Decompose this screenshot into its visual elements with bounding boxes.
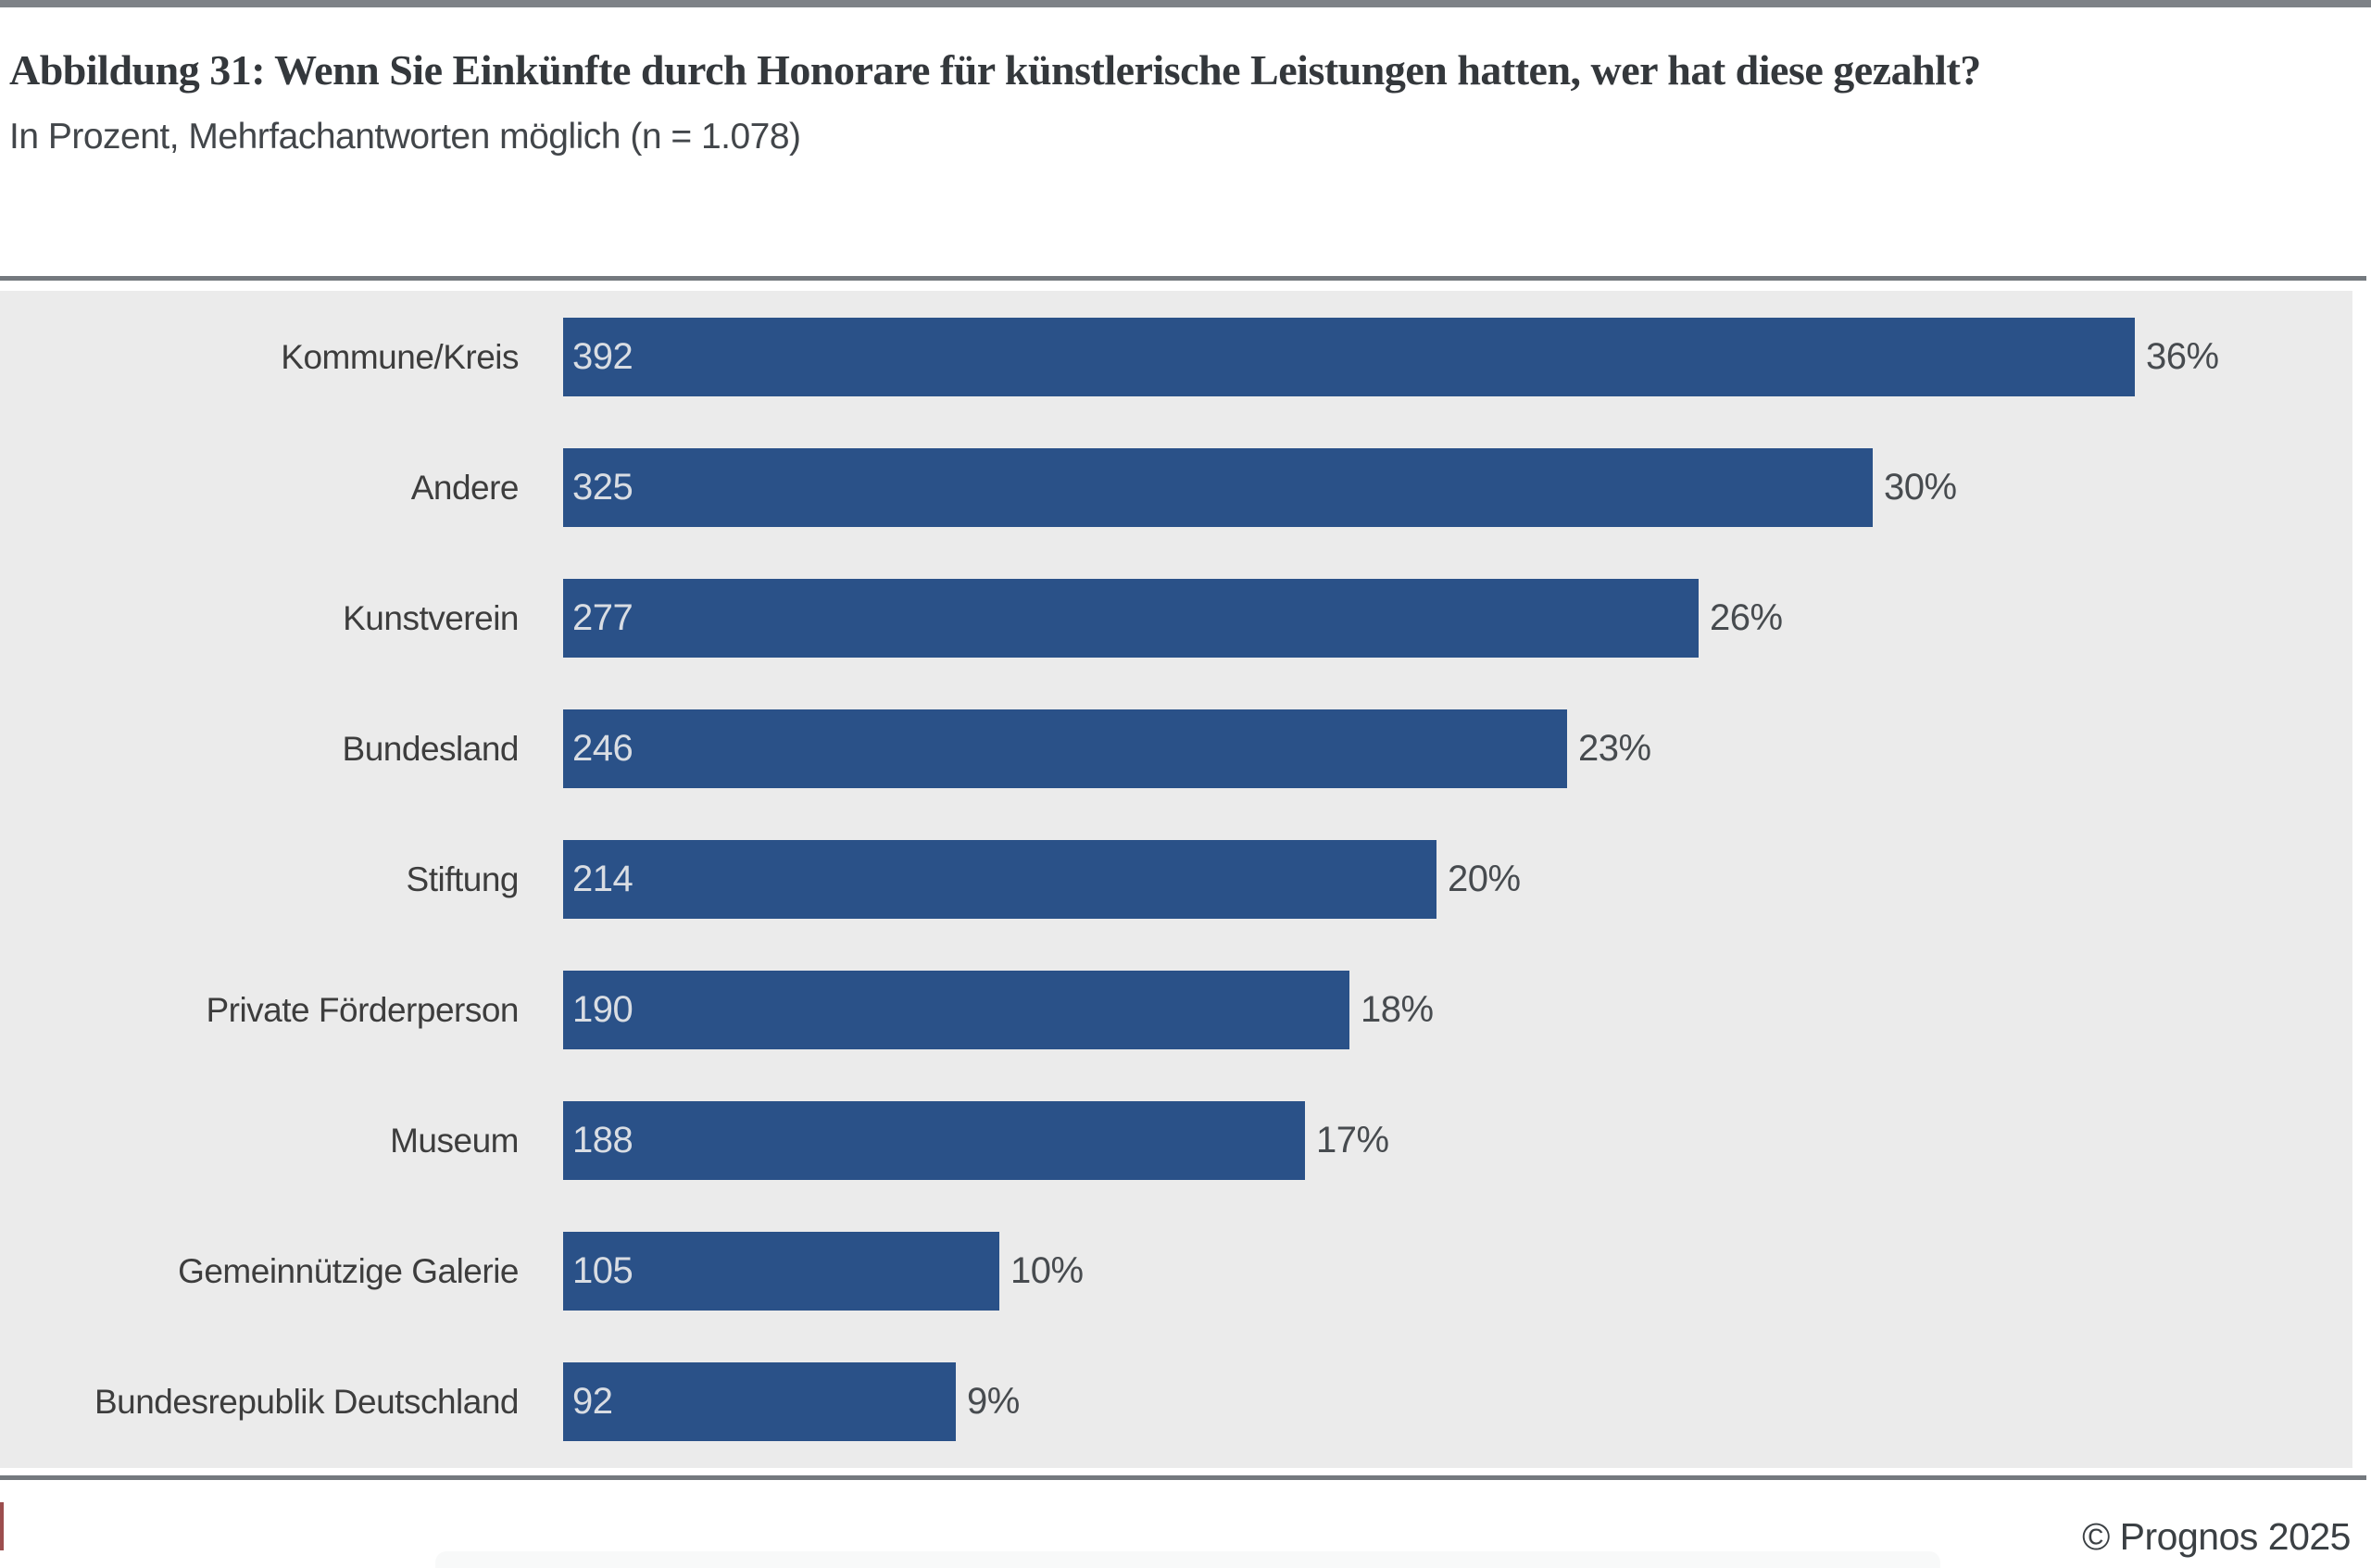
header-divider-rule xyxy=(0,276,2366,281)
top-border-rule xyxy=(0,0,2371,7)
bar-percent-label: 23% xyxy=(1578,728,1651,769)
category-label: Kommune/Kreis xyxy=(281,337,519,376)
category-label: Museum xyxy=(390,1121,519,1160)
bar-percent-label: 17% xyxy=(1316,1120,1389,1160)
category-label: Stiftung xyxy=(406,859,520,898)
bar-count-label: 392 xyxy=(572,336,634,377)
bar-percent-label: 10% xyxy=(1010,1250,1084,1291)
bar-track: 246 23% xyxy=(563,709,2352,788)
bar: 392 xyxy=(563,318,2135,396)
bar-count-label: 190 xyxy=(572,989,634,1030)
bar-count-label: 325 xyxy=(572,467,634,508)
bar: 92 xyxy=(563,1362,956,1441)
category-label: Bundesrepublik Deutschland xyxy=(94,1382,520,1421)
bar-count-label: 188 xyxy=(572,1120,634,1160)
bar-percent-label: 30% xyxy=(1884,467,1957,508)
bar-track: 214 20% xyxy=(563,840,2352,919)
bar: 325 xyxy=(563,448,1873,527)
category-label: Andere xyxy=(410,468,520,507)
bar-row: Andere 325 30% xyxy=(0,422,2352,553)
horizontal-bar-chart: Kommune/Kreis 392 36% Andere 325 30% Kunstvere… xyxy=(0,291,2352,1468)
figure-header: Abbildung 31: Wenn Sie Einkünfte durch H… xyxy=(9,37,2329,157)
bar-row: Museum 188 17% xyxy=(0,1075,2352,1206)
bar-track: 392 36% xyxy=(563,318,2352,396)
bar-count-label: 105 xyxy=(572,1250,634,1291)
bar-row: Kunstverein 277 26% xyxy=(0,553,2352,684)
bar-row: Stiftung 214 20% xyxy=(0,814,2352,945)
bar-track: 190 18% xyxy=(563,971,2352,1049)
bar: 190 xyxy=(563,971,1349,1049)
bar-percent-label: 36% xyxy=(2146,336,2219,377)
bar-percent-label: 18% xyxy=(1361,989,1434,1030)
bar-count-label: 92 xyxy=(572,1381,613,1422)
bar-percent-label: 9% xyxy=(967,1381,1020,1422)
copyright-text: © Prognos 2025 xyxy=(2082,1515,2351,1558)
footer-divider-rule xyxy=(0,1475,2366,1480)
bar-count-label: 277 xyxy=(572,597,634,638)
bar-percent-label: 26% xyxy=(1710,597,1783,638)
bar-percent-label: 20% xyxy=(1448,859,1521,899)
bar-row: Kommune/Kreis 392 36% xyxy=(0,292,2352,422)
bar-count-label: 214 xyxy=(572,859,634,899)
category-label: Gemeinnützige Galerie xyxy=(178,1251,519,1290)
bar: 214 xyxy=(563,840,1436,919)
category-label: Kunstverein xyxy=(343,598,519,637)
figure-subtitle: In Prozent, Mehrfachantworten möglich (n… xyxy=(9,117,801,157)
bar-count-label: 246 xyxy=(572,728,634,769)
bar-row: Bundesrepublik Deutschland 92 9% xyxy=(0,1336,2352,1467)
bar: 277 xyxy=(563,579,1699,658)
bar-track: 325 30% xyxy=(563,448,2352,527)
category-label: Bundesland xyxy=(342,729,520,768)
bar-row: Private Förderperson 190 18% xyxy=(0,945,2352,1075)
red-accent-mark xyxy=(0,1502,4,1550)
bar-track: 92 9% xyxy=(563,1362,2352,1441)
bar-row: Bundesland 246 23% xyxy=(0,684,2352,814)
bar: 246 xyxy=(563,709,1567,788)
bottom-overlay-hint xyxy=(435,1551,1940,1568)
figure-title: Abbildung 31: Wenn Sie Einkünfte durch H… xyxy=(9,46,1981,94)
bar-row: Gemeinnützige Galerie 105 10% xyxy=(0,1206,2352,1336)
bar: 188 xyxy=(563,1101,1305,1180)
bar-track: 188 17% xyxy=(563,1101,2352,1180)
category-label: Private Förderperson xyxy=(206,990,519,1029)
bar-track: 277 26% xyxy=(563,579,2352,658)
bar-track: 105 10% xyxy=(563,1232,2352,1311)
bar: 105 xyxy=(563,1232,999,1311)
